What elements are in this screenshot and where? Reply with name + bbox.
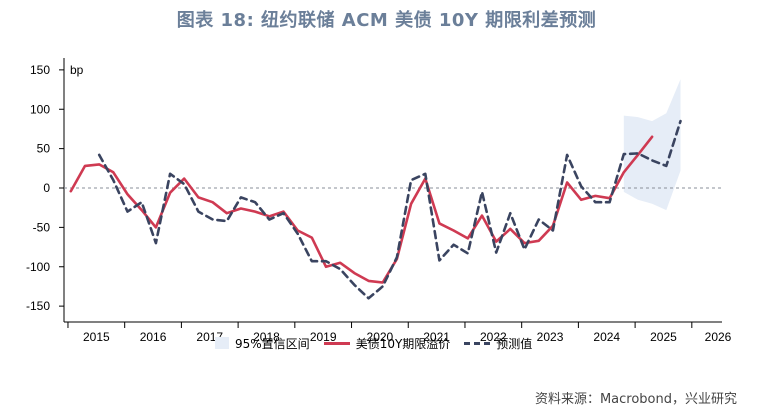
legend-label-actual: 美债10Y期限溢价 <box>355 336 451 351</box>
x-tick-label: 2024 <box>593 330 620 344</box>
y-tick-label: -50 <box>33 220 51 234</box>
y-tick-label: -150 <box>26 299 50 313</box>
legend-item-forecast: 预测值 <box>464 335 532 352</box>
legend-swatch-actual <box>323 341 350 345</box>
chart-title: 图表 18: 纽约联储 ACM 美债 10Y 期限利差预测 <box>176 10 597 31</box>
y-tick-label: 50 <box>37 142 51 156</box>
x-tick-label: 2025 <box>650 330 677 344</box>
x-tick-label: 2018 <box>253 330 280 344</box>
x-tick-label: 2023 <box>537 330 564 344</box>
x-tick-label: 2026 <box>705 330 732 344</box>
series-actual-line <box>69 135 654 284</box>
x-tick-label: 2021 <box>423 330 450 344</box>
legend-item-band: 95%置信区间 <box>215 335 310 352</box>
x-tick-label: 2022 <box>480 330 507 344</box>
series-forecast-line <box>97 119 682 300</box>
y-tick-label: 150 <box>30 63 50 77</box>
legend-label-forecast: 预测值 <box>496 336 533 351</box>
legend: 95%置信区间 美债10Y期限溢价 预测值 <box>215 334 532 352</box>
legend-label-band: 95%置信区间 <box>235 336 310 351</box>
legend-swatch-forecast <box>464 341 491 345</box>
y-tick-label: 0 <box>43 181 50 195</box>
x-tick-label: 2020 <box>367 330 394 344</box>
y-tick-label: 100 <box>30 102 50 116</box>
x-tick-label: 2019 <box>310 330 337 344</box>
x-tick-label: 2016 <box>140 330 167 344</box>
source-note: 资料来源：Macrobond，兴业研究 <box>534 392 737 407</box>
confidence-band <box>623 79 681 211</box>
y-tick-label: -100 <box>26 260 50 274</box>
x-tick-label: 2015 <box>83 330 110 344</box>
legend-item-actual: 美债10Y期限溢价 <box>323 335 451 352</box>
y-axis-unit: bp <box>70 63 84 77</box>
legend-swatch-band <box>215 337 229 349</box>
